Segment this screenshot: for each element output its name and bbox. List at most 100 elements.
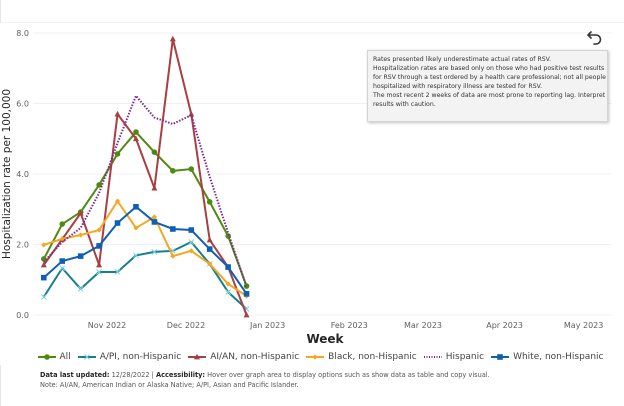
data-point[interactable] — [225, 289, 231, 295]
note-line: for RSV through a test ordered by a heal… — [373, 74, 606, 81]
data-point[interactable] — [41, 274, 47, 281]
series-black-non-hispanic — [41, 198, 250, 299]
data-point[interactable] — [114, 269, 121, 275]
x-axis-title: Week — [306, 332, 344, 345]
data-point[interactable] — [96, 243, 102, 249]
legend-swatch-icon — [77, 354, 96, 360]
legend-item[interactable]: White, non-Hispanic — [490, 352, 603, 362]
legend-swatch-icon — [423, 356, 442, 358]
series-white-non-hispanic — [41, 203, 250, 297]
data-point[interactable] — [96, 227, 102, 233]
data-point[interactable] — [151, 184, 158, 191]
data-point[interactable] — [169, 35, 176, 42]
legend-label: AI/AN, non-Hispanic — [210, 352, 300, 362]
data-point[interactable] — [170, 253, 176, 259]
data-point[interactable] — [40, 261, 47, 268]
y-tick-label: 2.0 — [16, 241, 29, 250]
data-point[interactable] — [114, 151, 121, 157]
data-point[interactable] — [133, 129, 139, 135]
data-point[interactable] — [132, 135, 139, 142]
note-line: Hospitalization rates are based only on … — [373, 65, 605, 72]
legend-item[interactable]: Black, non-Hispanic — [305, 352, 417, 362]
data-point[interactable] — [188, 166, 195, 172]
updated-label: Data last updated: — [40, 371, 110, 379]
data-point[interactable] — [151, 214, 157, 220]
series-line[interactable] — [42, 241, 248, 310]
series-line[interactable] — [43, 94, 248, 288]
data-point[interactable] — [188, 239, 195, 245]
data-point[interactable] — [243, 291, 250, 297]
panel-edge — [0, 365, 5, 406]
x-tick-label: Dec 2022 — [167, 321, 205, 330]
y-tick-label: 4.0 — [16, 170, 29, 179]
data-point[interactable] — [59, 236, 65, 242]
legend-marker[interactable] — [312, 354, 318, 360]
y-axis-title: Hospitalization rate per 100,000 — [1, 89, 13, 259]
accessibility-text: Hover over graph area to display options… — [205, 371, 490, 379]
legend-label: White, non-Hispanic — [513, 352, 604, 362]
legend-item[interactable]: AI/AN, non-Hispanic — [187, 352, 299, 362]
data-point[interactable] — [96, 261, 103, 268]
data-point[interactable] — [41, 242, 47, 248]
series-line[interactable] — [43, 205, 248, 295]
legend-marker[interactable] — [497, 354, 503, 360]
data-point[interactable] — [96, 182, 102, 188]
chart-legend: All A/PI, non-Hispanic AI/AN, non-Hispanic… — [37, 350, 603, 364]
data-point[interactable] — [59, 265, 66, 271]
x-axis-ticks: Nov 2022 Dec 2022 Jan 2023 Feb 2023 Mar 2023… — [88, 321, 604, 330]
data-point[interactable] — [206, 246, 213, 252]
data-point[interactable] — [151, 249, 158, 255]
legend-swatch-icon — [188, 353, 207, 360]
legend-swatch-icon — [306, 354, 325, 360]
legend-item[interactable]: A/PI, non-Hispanic — [77, 352, 182, 362]
legend-marker[interactable] — [43, 354, 50, 360]
data-point[interactable] — [114, 110, 121, 117]
data-point[interactable] — [114, 198, 121, 204]
data-point[interactable] — [133, 252, 139, 259]
data-point[interactable] — [77, 253, 84, 259]
data-updated-line: Data last updated: 12/28/2022 | Accessib… — [40, 370, 490, 380]
data-point[interactable] — [225, 264, 231, 270]
legend-label: Black, non-Hispanic — [328, 352, 417, 362]
data-point[interactable] — [59, 221, 66, 227]
data-point[interactable] — [206, 199, 213, 205]
reset-button[interactable] — [585, 28, 605, 48]
data-point[interactable] — [151, 219, 158, 225]
x-tick-label: Mar 2023 — [404, 321, 442, 330]
data-point[interactable] — [41, 256, 47, 262]
legend-label: All — [59, 352, 71, 362]
data-point[interactable] — [170, 168, 176, 174]
note-line: results with caution. — [373, 101, 436, 108]
data-point[interactable] — [188, 227, 195, 233]
data-point[interactable] — [170, 226, 176, 232]
legend-item[interactable]: All — [37, 352, 71, 362]
legend-marker[interactable] — [194, 353, 201, 360]
series-line[interactable] — [43, 200, 248, 297]
data-point[interactable] — [96, 269, 102, 275]
data-point[interactable] — [151, 149, 158, 155]
data-point[interactable] — [133, 225, 139, 231]
data-point[interactable] — [77, 286, 84, 292]
y-axis-ticks: 0.0 2.0 4.0 6.0 8.0 — [16, 29, 29, 320]
legend-marker[interactable] — [83, 354, 90, 360]
data-point[interactable] — [114, 220, 121, 226]
line-chart[interactable]: 0.0 2.0 4.0 6.0 8.0 Nov 2022 Dec 2022 Jan 2023… — [0, 0, 624, 345]
data-point[interactable] — [188, 248, 194, 254]
legend-label: A/PI, non-Hispanic — [99, 352, 182, 362]
legend-item[interactable]: Hispanic — [423, 352, 484, 362]
series-line[interactable] — [42, 37, 248, 316]
data-point[interactable] — [78, 232, 84, 238]
data-point[interactable] — [243, 311, 250, 318]
y-tick-label: 8.0 — [16, 29, 29, 38]
data-point[interactable] — [77, 209, 84, 216]
data-point[interactable] — [225, 281, 231, 287]
data-point[interactable] — [133, 203, 139, 210]
series-line[interactable] — [42, 131, 248, 287]
data-point[interactable] — [207, 261, 213, 267]
data-point[interactable] — [40, 294, 47, 300]
undo-arrow-icon — [587, 31, 602, 45]
data-point[interactable] — [59, 258, 66, 264]
legend-label: Hispanic — [445, 352, 485, 362]
y-tick-label: 0.0 — [16, 311, 29, 320]
data-point[interactable] — [206, 236, 213, 243]
